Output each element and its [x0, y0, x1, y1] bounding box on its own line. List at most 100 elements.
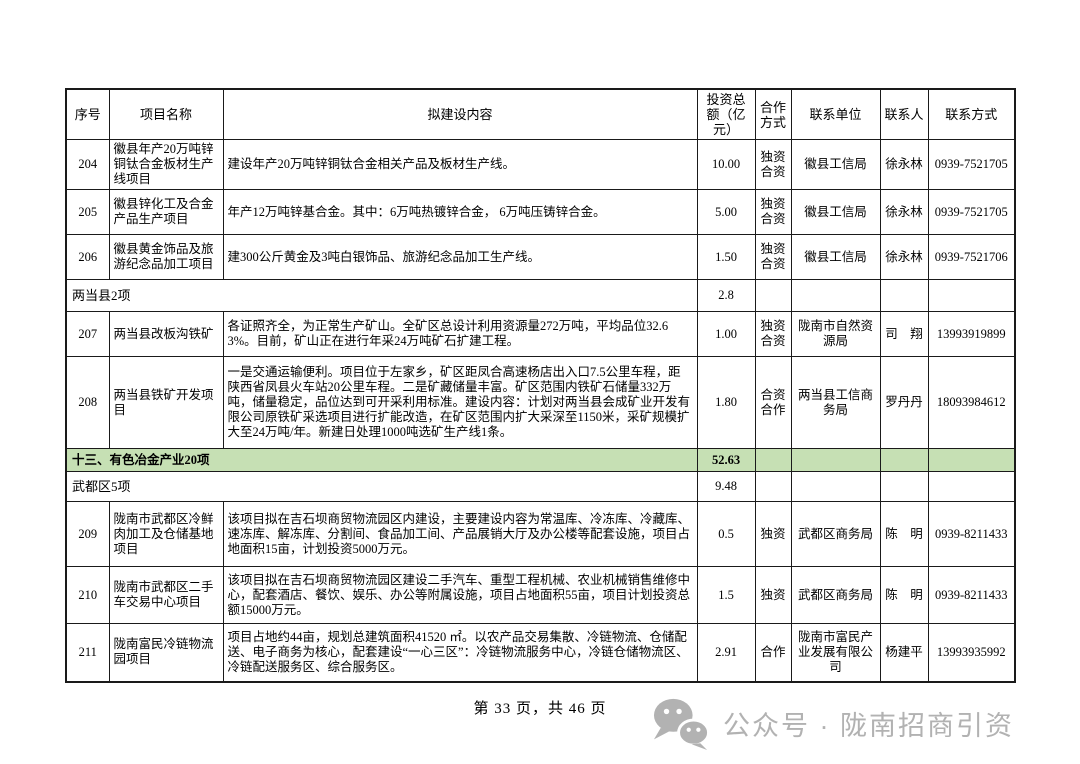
- empty-cell: [790, 471, 881, 502]
- cell-amount: 9.48: [696, 471, 756, 502]
- cell-amount: 1.50: [696, 234, 756, 280]
- cell-serial: 210: [65, 566, 110, 624]
- cell-serial: 208: [65, 356, 110, 449]
- cell-mode: 独资合资: [754, 234, 792, 280]
- cell-project-name: 陇南市武都区冷鲜肉加工及仓储基地项目: [108, 501, 224, 567]
- table-row: 两当县2项 2.8: [65, 279, 1016, 312]
- cell-mode: 独资: [754, 501, 792, 567]
- cell-phone: 0939-7521705: [927, 189, 1016, 235]
- empty-cell: [790, 279, 881, 312]
- cell-serial: 205: [65, 189, 110, 235]
- cell-unit: 陇南市自然资源局: [790, 311, 881, 357]
- cell-mode: 独资合资: [754, 139, 792, 190]
- empty-cell: [754, 448, 792, 472]
- empty-cell: [754, 471, 792, 502]
- column-header: 序号: [65, 88, 110, 140]
- cell-content: 各证照齐全，为正常生产矿山。全矿区总设计利用资源量272万吨，平均品位32.63…: [222, 311, 698, 357]
- column-header: 合作方式: [754, 88, 792, 140]
- cell-amount: 2.8: [696, 279, 756, 312]
- table-row: 210 陇南市武都区二手车交易中心项目 该项目拟在吉石坝商贸物流园区建设二手汽车、重…: [65, 566, 1016, 624]
- column-header: 联系单位: [790, 88, 881, 140]
- cell-serial: 204: [65, 139, 110, 190]
- cell-person: 徐永林: [879, 234, 929, 280]
- empty-cell: [927, 471, 1016, 502]
- empty-cell: [754, 279, 792, 312]
- table-row: 206 徽县黄金饰品及旅游纪念品加工项目 建300公斤黄金及3吨白银饰品、旅游纪念品…: [65, 234, 1016, 280]
- cell-unit: 陇南市富民产业发展有限公司: [790, 623, 881, 682]
- cell-content: 建设年产20万吨锌铜钛合金相关产品及板材生产线。: [222, 139, 698, 190]
- watermark: 公众号 · 陇南招商引资: [650, 692, 1014, 754]
- cell-person: 杨建平: [879, 623, 929, 682]
- cell-content: 年产12万吨锌基合金。其中：6万吨热镀锌合金， 6万吨压铸锌合金。: [222, 189, 698, 235]
- cell-content: 该项目拟在吉石坝商贸物流园区建设二手汽车、重型工程机械、农业机械销售维修中心，配…: [222, 566, 698, 624]
- cell-person: 司 翔: [879, 311, 929, 357]
- section-label: 十三、有色冶金产业20项: [65, 448, 698, 472]
- cell-project-name: 徽县年产20万吨锌铜钛合金板材生产线项目: [108, 139, 224, 190]
- table-row: 205 徽县锌化工及合金产品生产项目 年产12万吨锌基合金。其中：6万吨热镀锌合金，…: [65, 189, 1016, 235]
- cell-project-name: 徽县黄金饰品及旅游纪念品加工项目: [108, 234, 224, 280]
- cell-content: 一是交通运输便利。项目位于左家乡，矿区距凤合高速杨店出入口7.5公里车程，距陕西…: [222, 356, 698, 449]
- cell-person: 徐永林: [879, 139, 929, 190]
- cell-project-name: 两当县铁矿开发项目: [108, 356, 224, 449]
- table-body: 204 徽县年产20万吨锌铜钛合金板材生产线项目 建设年产20万吨锌铜钛合金相关产品…: [65, 139, 1016, 682]
- section-label: 两当县2项: [65, 279, 698, 312]
- cell-mode: 独资合资: [754, 311, 792, 357]
- cell-unit: 徽县工信局: [790, 139, 881, 190]
- column-header: 联系方式: [927, 88, 1016, 140]
- cell-person: 陈 明: [879, 566, 929, 624]
- cell-mode: 独资: [754, 566, 792, 624]
- cell-phone: 18093984612: [927, 356, 1016, 449]
- column-header: 项目名称: [108, 88, 224, 140]
- cell-amount: 1.00: [696, 311, 756, 357]
- cell-amount: 10.00: [696, 139, 756, 190]
- cell-mode: 合资合作: [754, 356, 792, 449]
- empty-cell: [927, 279, 1016, 312]
- watermark-text: 公众号 · 陇南招商引资: [723, 710, 1014, 741]
- cell-person: 陈 明: [879, 501, 929, 567]
- cell-serial: 206: [65, 234, 110, 280]
- section-label: 武都区5项: [65, 471, 698, 502]
- cell-unit: 徽县工信局: [790, 234, 881, 280]
- cell-phone: 0939-8211433: [927, 501, 1016, 567]
- cell-project-name: 徽县锌化工及合金产品生产项目: [108, 189, 224, 235]
- cell-project-name: 两当县改板沟铁矿: [108, 311, 224, 357]
- table-row: 208 两当县铁矿开发项目 一是交通运输便利。项目位于左家乡，矿区距凤合高速杨店出入…: [65, 356, 1016, 449]
- cell-serial: 207: [65, 311, 110, 357]
- table-row: 207 两当县改板沟铁矿 各证照齐全，为正常生产矿山。全矿区总设计利用资源量272万…: [65, 311, 1016, 357]
- cell-amount: 52.63: [696, 448, 756, 472]
- column-header: 拟建设内容: [222, 88, 698, 140]
- column-header: 投资总额（亿元）: [696, 88, 756, 140]
- cell-amount: 0.5: [696, 501, 756, 567]
- table-row: 211 陇南富民冷链物流园项目 项目占地约44亩，规划总建筑面积41520 ㎡。以农…: [65, 623, 1016, 682]
- cell-project-name: 陇南富民冷链物流园项目: [108, 623, 224, 682]
- cell-content: 项目占地约44亩，规划总建筑面积41520 ㎡。以农产品交易集散、冷链物流、仓储…: [222, 623, 698, 682]
- cell-person: 徐永林: [879, 189, 929, 235]
- cell-phone: 13993935992: [927, 623, 1016, 682]
- cell-serial: 211: [65, 623, 110, 682]
- cell-unit: 武都区商务局: [790, 501, 881, 567]
- cell-phone: 0939-8211433: [927, 566, 1016, 624]
- cell-phone: 13993919899: [927, 311, 1016, 357]
- empty-cell: [879, 471, 929, 502]
- cell-phone: 0939-7521705: [927, 139, 1016, 190]
- table-row: 204 徽县年产20万吨锌铜钛合金板材生产线项目 建设年产20万吨锌铜钛合金相关产品…: [65, 139, 1016, 190]
- empty-cell: [879, 279, 929, 312]
- empty-cell: [790, 448, 881, 472]
- cell-person: 罗丹丹: [879, 356, 929, 449]
- table-row: 209 陇南市武都区冷鲜肉加工及仓储基地项目 该项目拟在吉石坝商贸物流园区内建设，主…: [65, 501, 1016, 567]
- cell-mode: 独资合资: [754, 189, 792, 235]
- cell-amount: 1.5: [696, 566, 756, 624]
- cell-project-name: 陇南市武都区二手车交易中心项目: [108, 566, 224, 624]
- cell-phone: 0939-7521706: [927, 234, 1016, 280]
- cell-unit: 两当县工信商务局: [790, 356, 881, 449]
- cell-content: 建300公斤黄金及3吨白银饰品、旅游纪念品加工生产线。: [222, 234, 698, 280]
- table-row: 十三、有色冶金产业20项 52.63: [65, 448, 1016, 472]
- table-row: 武都区5项 9.48: [65, 471, 1016, 502]
- page-number: 第 33 页，共 46 页: [473, 701, 607, 717]
- cell-amount: 5.00: [696, 189, 756, 235]
- empty-cell: [879, 448, 929, 472]
- cell-unit: 徽县工信局: [790, 189, 881, 235]
- cell-amount: 1.80: [696, 356, 756, 449]
- column-header: 联系人: [879, 88, 929, 140]
